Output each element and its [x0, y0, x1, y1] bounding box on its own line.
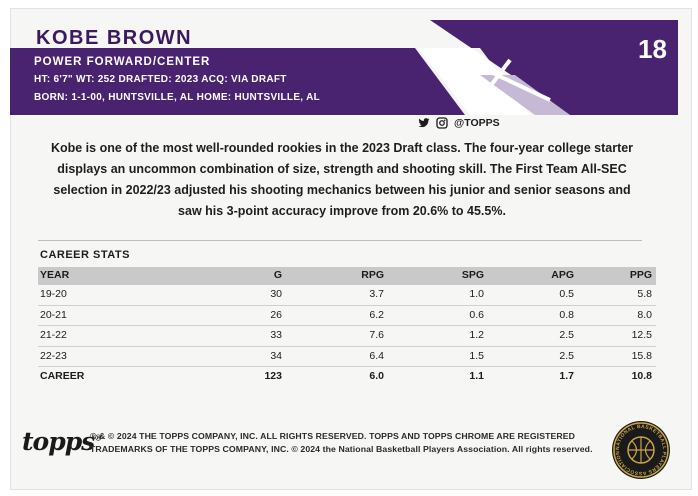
table-row: 21-22 33 7.6 1.2 2.5 12.5 [38, 326, 656, 347]
table-row: 19-20 30 3.7 1.0 0.5 5.8 [38, 285, 656, 306]
social-handles: @TOPPS [418, 115, 500, 131]
cell-spg: 1.1 [469, 370, 484, 382]
cell-ppg: 10.8 [631, 370, 652, 382]
career-totals-row: CAREER 123 6.0 1.1 1.7 10.8 [38, 367, 656, 387]
cell-spg: 1.2 [469, 329, 484, 341]
bio-line-1: HT: 6'7" WT: 252 DRAFTED: 2023 ACQ: VIA … [34, 74, 287, 85]
nbpa-seal-icon: NATIONAL BASKETBALL PLAYERS ASSOCIATION [611, 420, 671, 480]
cell-apg: 2.5 [559, 349, 574, 362]
cell-year: 21-22 [40, 329, 67, 341]
header-rpg: RPG [361, 269, 384, 281]
cell-year: CAREER [40, 370, 85, 382]
stats-header-row: YEAR G RPG SPG APG PPG [38, 267, 656, 285]
career-stats-table: YEAR G RPG SPG APG PPG 19-20 30 3.7 1.0 … [38, 267, 656, 387]
player-bio-blurb: Kobe is one of the most well-rounded roo… [50, 141, 634, 218]
legal-line-1: ® & © 2024 THE TOPPS COMPANY, INC. ALL R… [90, 431, 576, 441]
cell-spg: 1.0 [469, 288, 484, 300]
cell-rpg: 6.4 [369, 349, 384, 362]
header-ppg: PPG [629, 269, 652, 281]
cell-apg: 0.5 [559, 288, 574, 300]
player-position: POWER FORWARD/CENTER [34, 56, 211, 68]
cell-ppg: 8.0 [637, 308, 652, 321]
twitter-icon [418, 117, 430, 129]
cell-year: 19-20 [40, 288, 67, 300]
cell-rpg: 6.2 [369, 308, 384, 321]
divider [38, 240, 642, 241]
cell-rpg: 6.0 [369, 370, 384, 382]
cell-ppg: 15.8 [631, 349, 652, 362]
cell-g: 30 [270, 288, 282, 300]
cell-ppg: 5.8 [637, 288, 652, 300]
cell-g: 33 [270, 329, 282, 341]
cell-apg: 2.5 [559, 329, 574, 341]
bio-line-2: BORN: 1-1-00, HUNTSVILLE, AL HOME: HUNTS… [34, 92, 321, 103]
social-handle: @TOPPS [454, 117, 500, 129]
topps-logo: topps® [22, 427, 102, 456]
header-apg: APG [551, 269, 574, 281]
card-number: 18 [638, 34, 667, 64]
cell-g: 123 [264, 370, 282, 382]
cell-apg: 0.8 [559, 308, 574, 321]
table-row: 20-21 26 6.2 0.6 0.8 8.0 [38, 306, 656, 326]
table-row: 22-23 34 6.4 1.5 2.5 15.8 [38, 347, 656, 367]
cell-spg: 0.6 [469, 308, 484, 321]
cell-spg: 1.5 [469, 349, 484, 362]
stats-title: CAREER STATS [40, 249, 130, 261]
header-shape [10, 20, 678, 115]
player-name: KOBE BROWN [36, 27, 193, 49]
legal-text: ® & © 2024 THE TOPPS COMPANY, INC. ALL R… [90, 430, 610, 456]
cell-g: 26 [270, 308, 282, 321]
cell-year: 20-21 [40, 308, 67, 321]
header-year: YEAR [40, 269, 70, 281]
cell-ppg: 12.5 [631, 329, 652, 341]
header-spg: SPG [461, 269, 484, 281]
cell-rpg: 3.7 [369, 288, 384, 300]
cell-g: 34 [270, 349, 282, 362]
header-banner [10, 20, 678, 115]
instagram-icon [436, 117, 448, 129]
cell-year: 22-23 [40, 349, 67, 362]
cell-rpg: 7.6 [369, 329, 384, 341]
header-g: G [273, 269, 282, 281]
legal-line-2: TRADEMARKS OF THE TOPPS COMPANY, INC. © … [90, 444, 593, 454]
cell-apg: 1.7 [559, 370, 574, 382]
